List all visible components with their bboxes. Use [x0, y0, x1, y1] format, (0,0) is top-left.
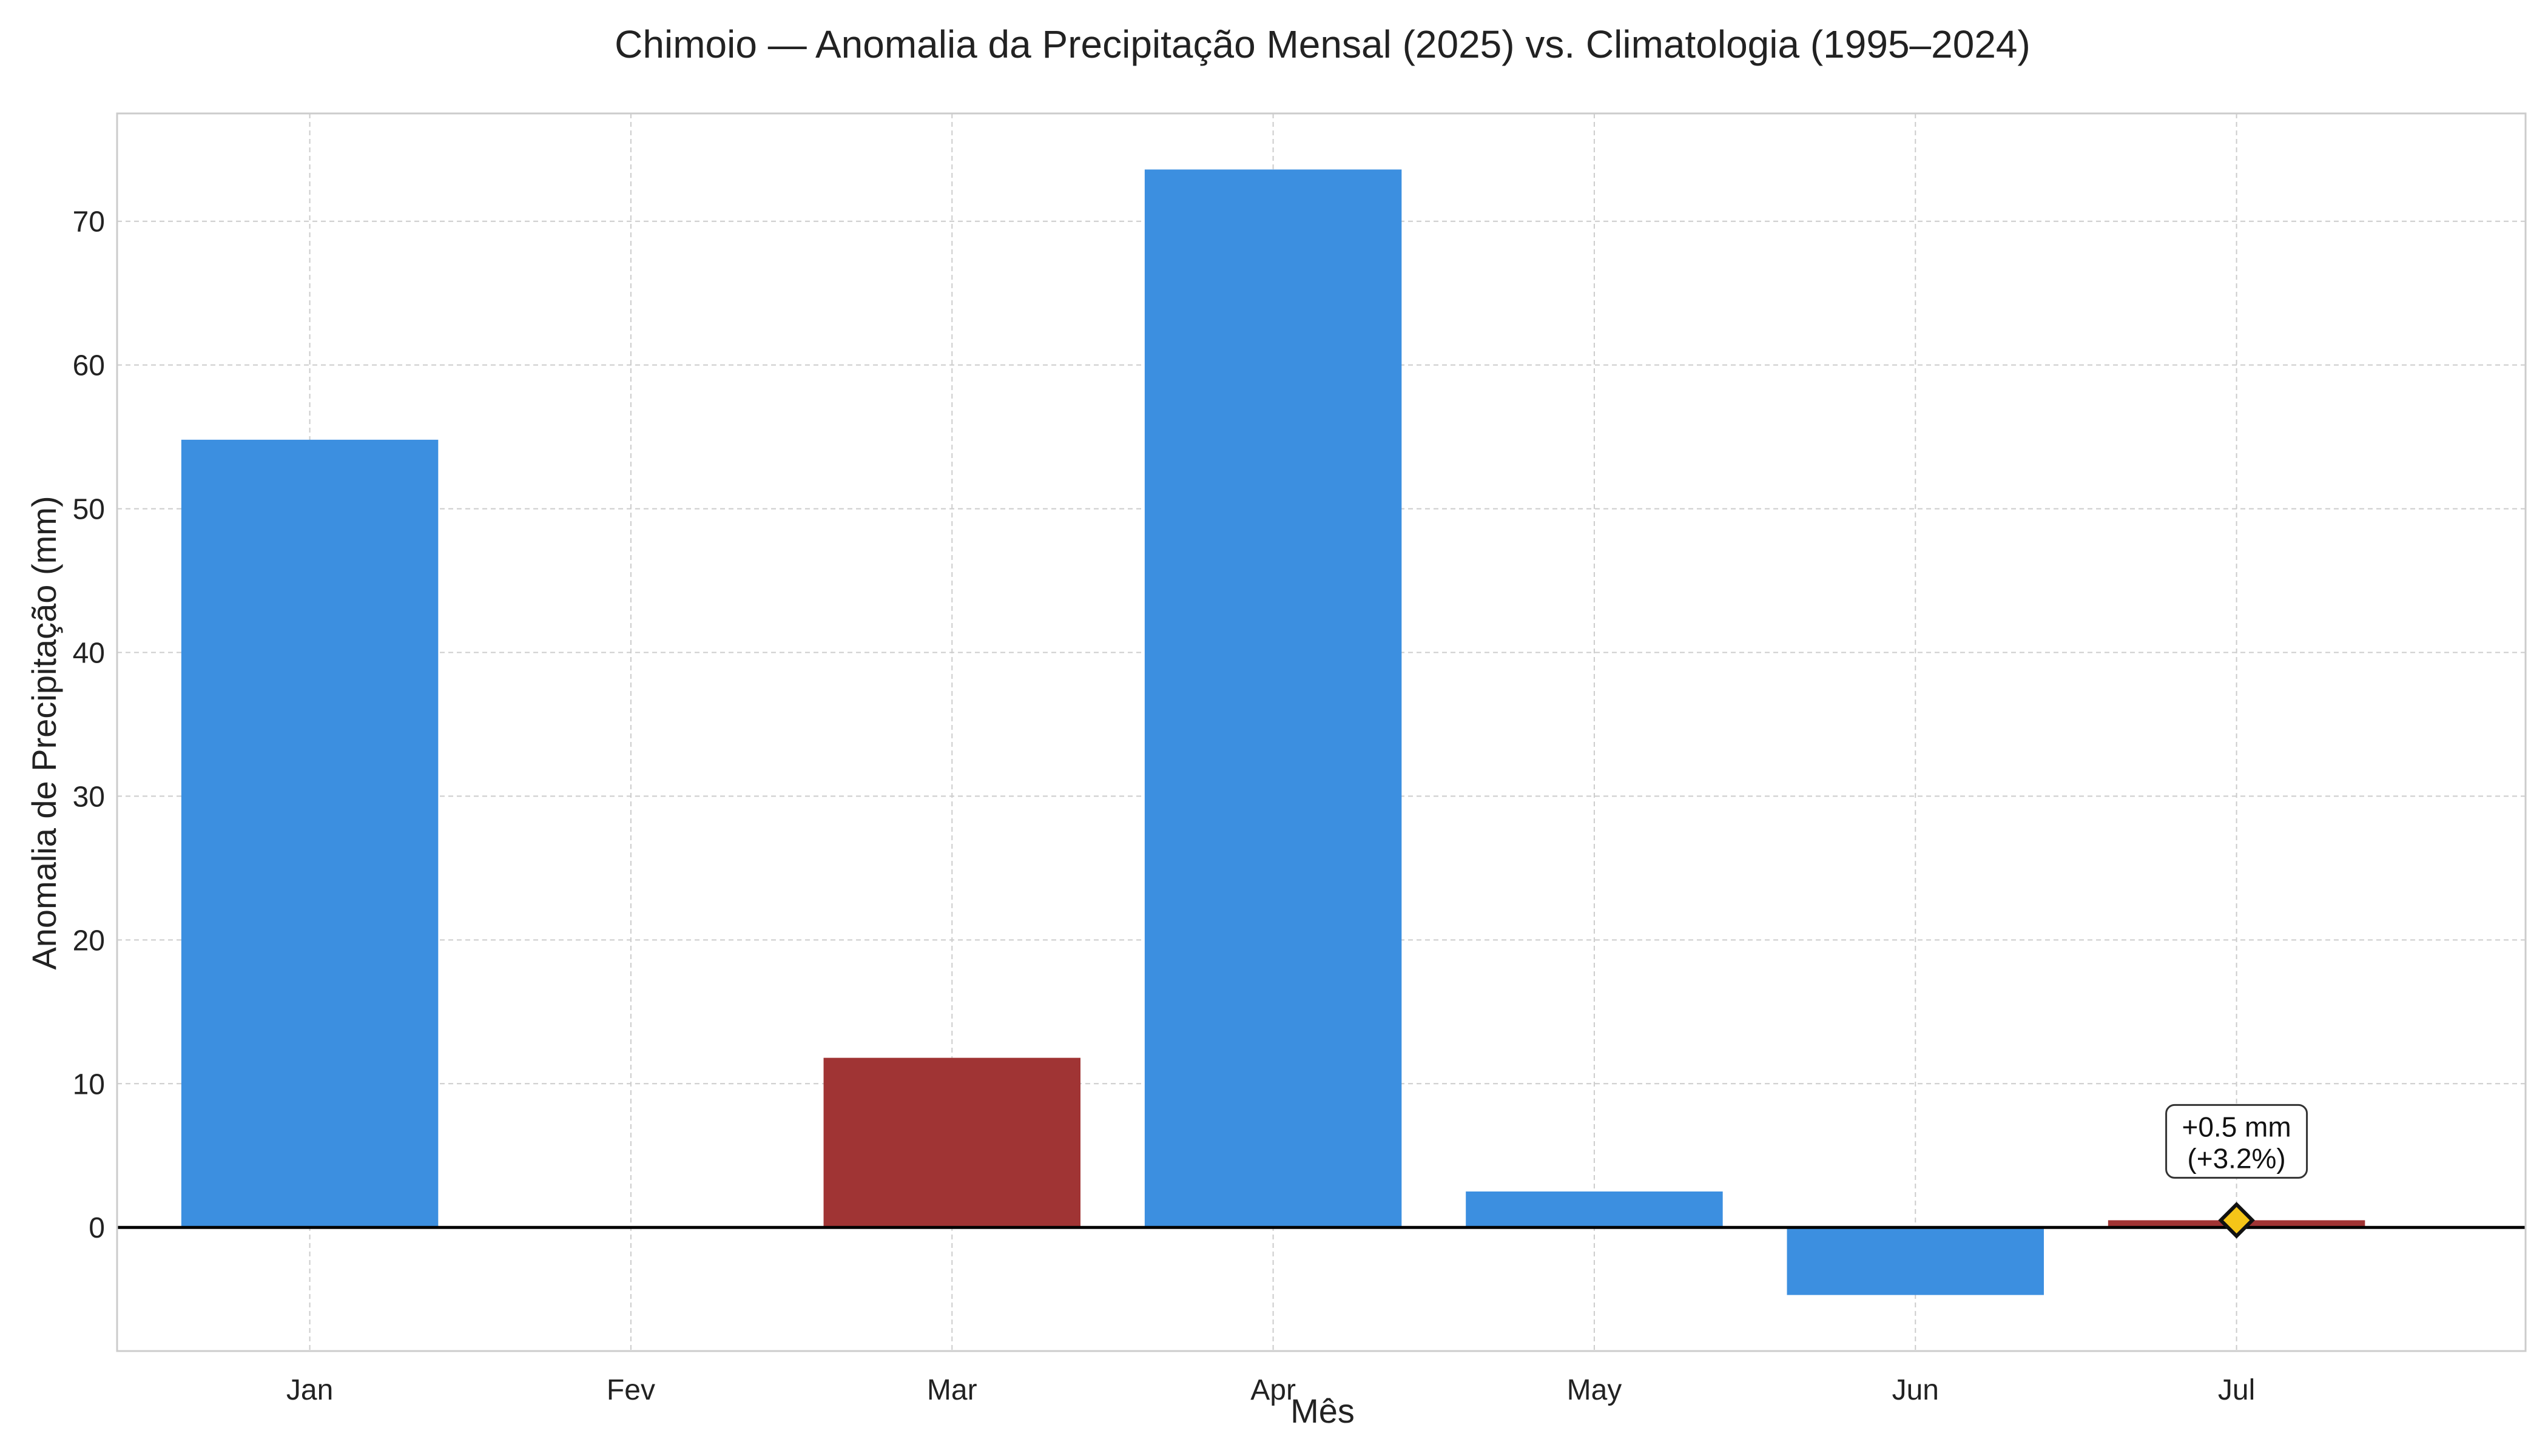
y-tick-label: 70	[73, 206, 105, 238]
bar-jun	[1787, 1227, 2044, 1295]
x-tick-label: Jul	[2218, 1374, 2255, 1406]
y-tick-label: 50	[73, 494, 105, 526]
y-tick-label: 30	[73, 781, 105, 813]
x-tick-label: Apr	[1250, 1374, 1296, 1406]
y-axis-title: Anomalia de Precipitação (mm)	[25, 496, 63, 969]
x-axis-title: Mês	[1290, 1392, 1355, 1430]
y-tick-label: 20	[73, 925, 105, 957]
y-tick-label: 40	[73, 638, 105, 670]
y-tick-label: 0	[89, 1212, 105, 1244]
annotation-value: +0.5 mm	[2182, 1111, 2291, 1142]
x-tick-label: Jan	[286, 1374, 333, 1406]
chart-title: Chimoio — Anomalia da Precipitação Mensa…	[615, 22, 2031, 66]
bar-apr	[1144, 169, 1402, 1228]
x-tick-label: May	[1567, 1374, 1622, 1406]
x-tick-label: Mar	[927, 1374, 977, 1406]
bar-jan	[181, 439, 439, 1228]
annotation-percent: (+3.2%)	[2187, 1142, 2285, 1174]
y-tick-label: 10	[73, 1068, 105, 1100]
annotation-marker	[2218, 1202, 2255, 1239]
y-tick-label: 60	[73, 350, 105, 382]
x-tick-label: Fev	[607, 1374, 655, 1406]
plot-area: 0 10 20 30 40 50 60 70 Jan Fev Mar Apr May Jun Jul +0.5…	[73, 112, 2527, 1406]
x-tick-label: Jun	[1892, 1374, 1939, 1406]
bar-may	[1466, 1191, 1723, 1228]
plot-frame	[116, 112, 2527, 1352]
annotation-box	[2165, 1104, 2308, 1179]
bar-mar	[823, 1057, 1080, 1228]
